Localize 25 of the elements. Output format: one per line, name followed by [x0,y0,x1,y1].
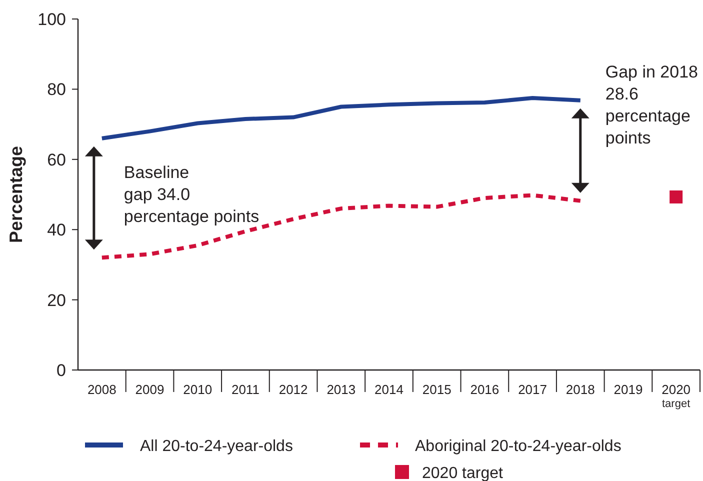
x-tick-label: 2017 [518,382,547,397]
x-tick-label: 2011 [231,382,260,397]
y-tick-label: 40 [47,220,66,240]
y-axis-title: Percentage [6,146,26,244]
annotation: Gap in 2018 28.6 percentage points [605,62,698,148]
legend-label: All 20-to-24-year-olds [140,438,293,455]
y-tick-label: 100 [38,10,66,29]
annotation: Baseline gap 34.0 percentage points [124,163,260,226]
y-tick-label: 80 [47,80,66,100]
y-tick-label: 60 [47,150,66,170]
x-tick-label: 2018 [566,382,595,397]
legend-label: Aboriginal 20-to-24-year-olds [415,438,622,455]
x-tick-label: 2015 [422,382,452,397]
y-tick-label: 0 [56,361,66,380]
x-tick-label: 2014 [374,382,404,397]
y-tick-label: 20 [47,290,66,310]
x-tick-label: 2009 [135,382,164,397]
line-series [100,96,582,140]
x-tick-label: 2010 [183,382,212,397]
x-tick-label: 2013 [326,382,356,397]
x-tick-label: 2008 [87,382,116,397]
x-tick-label: 2016 [470,382,500,397]
x-tick-label: 2019 [614,382,643,397]
legend-label: 2020 target [422,465,504,481]
x-tick-label: 2012 [278,382,308,397]
